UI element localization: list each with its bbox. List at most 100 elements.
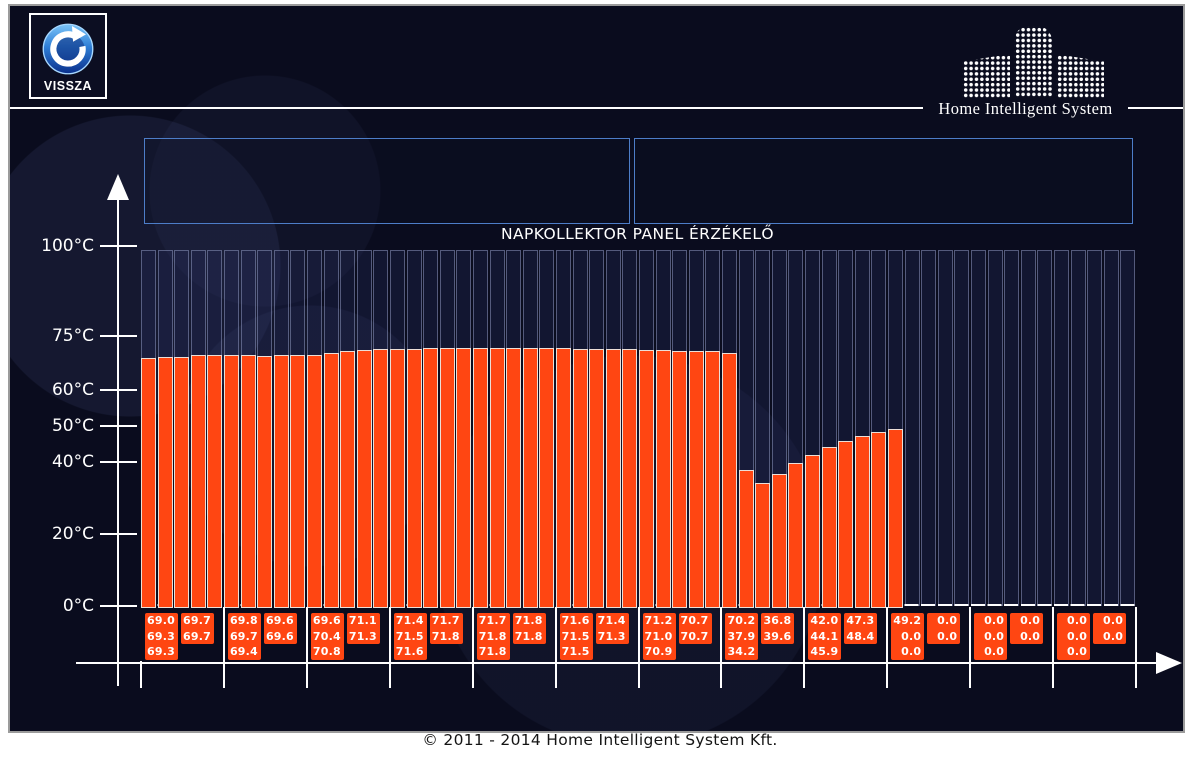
value-label: 70.2: [727, 614, 756, 627]
value-label-box: 69.6 69.6: [263, 613, 297, 644]
value-label: 34.2: [727, 645, 756, 658]
value-label-box: 0.0 0.0: [1093, 613, 1127, 644]
y-axis-tick-label: 50°C: [51, 416, 94, 436]
value-label: 71.6: [395, 645, 424, 658]
temperature-bar: [323, 352, 339, 608]
y-axis-tick-label: 0°C: [62, 596, 94, 616]
temperature-bar: [539, 347, 555, 608]
logo-buildings-icon: [938, 24, 1128, 102]
temperature-bar: [224, 354, 239, 608]
group-separator: [388, 607, 391, 688]
temperature-bar: [838, 440, 854, 608]
y-axis-tick: [100, 533, 137, 535]
value-label: 71.3: [348, 629, 377, 643]
value-label-box: 42.0 44.1 45.9: [808, 613, 842, 660]
group-separator: [554, 607, 557, 688]
temperature-bar: [307, 355, 322, 608]
bar-slot: [904, 250, 920, 606]
temperature-bar: [489, 347, 505, 608]
value-label: 70.7: [680, 614, 709, 627]
temperature-bar: [589, 348, 605, 608]
value-label: 70.7: [680, 629, 709, 643]
value-label: 0.0: [1066, 645, 1088, 658]
temperature-bar: [605, 348, 621, 608]
value-label: 48.4: [846, 629, 875, 643]
value-label-box: 71.1 71.3: [346, 613, 380, 644]
logo-building-right: [1056, 54, 1104, 102]
value-label: 0.0: [901, 645, 922, 658]
bar-slot: [987, 250, 1003, 606]
temperature-bar: [506, 347, 522, 608]
value-label-box: 70.2 37.9 34.2: [725, 613, 759, 660]
value-label-box: 69.0 69.3 69.3: [145, 613, 178, 660]
back-button[interactable]: VISSZA: [29, 13, 107, 99]
bar-slot: [1020, 250, 1036, 606]
value-label-box: 71.7 71.8 71.8: [476, 613, 510, 660]
value-label: 49.2: [893, 614, 922, 627]
value-label: 0.0: [1066, 629, 1088, 643]
temperature-bar: [174, 356, 190, 608]
info-box-right: [634, 138, 1133, 224]
temperature-bar-chart: [141, 246, 1136, 608]
bar-slot: [1070, 250, 1086, 606]
value-label: 71.8: [514, 629, 543, 643]
y-axis-tick: [100, 245, 137, 247]
temperature-bar: [473, 347, 488, 608]
group-separator: [305, 607, 308, 688]
temperature-bar: [871, 431, 887, 608]
logo-text: Home Intelligent System: [923, 98, 1128, 120]
y-axis-tick: [100, 605, 137, 607]
temperature-bar: [805, 454, 820, 608]
value-label: 71.6: [561, 614, 590, 627]
value-label-box: 71.8 71.8: [512, 613, 546, 644]
temperature-bar: [655, 350, 671, 608]
value-label: 47.3: [846, 614, 875, 627]
temperature-bar: [688, 351, 704, 608]
bar-slot: [1054, 250, 1069, 606]
logo-building-center: [1014, 26, 1052, 102]
info-box-left: [144, 138, 630, 224]
value-label: 71.7: [478, 614, 507, 627]
temperature-bar: [290, 355, 306, 608]
value-label: 0.0: [984, 645, 1005, 658]
value-label: 69.8: [229, 614, 258, 627]
y-axis-tick: [100, 461, 137, 463]
group-separator: [886, 607, 889, 688]
temperature-bar: [190, 355, 206, 608]
temperature-bar: [771, 473, 787, 608]
temperature-bar: [406, 348, 422, 608]
value-label-box: 49.2 0.0 0.0: [891, 613, 925, 660]
temperature-bar: [705, 351, 721, 608]
value-label: 71.3: [597, 629, 626, 643]
temperature-bar: [207, 355, 223, 608]
temperature-bar: [572, 348, 588, 608]
value-label: 69.4: [229, 645, 258, 658]
value-label-box: 0.0 0.0: [927, 613, 961, 644]
y-axis-tick-label: 100°C: [41, 236, 94, 256]
logo-building-left: [962, 54, 1010, 102]
chart-title: NAPKOLLEKTOR PANEL ÉRZÉKELŐ: [501, 225, 774, 243]
value-label: 45.9: [810, 645, 839, 658]
value-label: 69.6: [312, 614, 341, 627]
back-button-label: VISSZA: [43, 79, 93, 93]
value-label: 0.0: [1066, 614, 1088, 627]
group-separator: [637, 607, 640, 688]
value-label-box: 71.6 71.5 71.5: [559, 613, 593, 660]
value-label: 0.0: [984, 614, 1005, 627]
temperature-bar: [157, 356, 173, 608]
value-label: 0.0: [901, 629, 922, 643]
value-label: 71.5: [561, 629, 590, 643]
value-label: 0.0: [1102, 629, 1124, 643]
group-separator: [1135, 607, 1137, 688]
temperature-bar: [672, 350, 688, 608]
temperature-bar: [639, 349, 654, 608]
value-label: 70.4: [312, 629, 341, 643]
value-label: 42.0: [810, 614, 839, 627]
value-label: 69.3: [147, 629, 175, 643]
value-label: 0.0: [937, 614, 958, 627]
bar-slot: [1087, 250, 1103, 606]
temperature-bar: [373, 349, 389, 608]
logo: Home Intelligent System: [923, 6, 1183, 126]
bar-slot: [1037, 250, 1053, 606]
